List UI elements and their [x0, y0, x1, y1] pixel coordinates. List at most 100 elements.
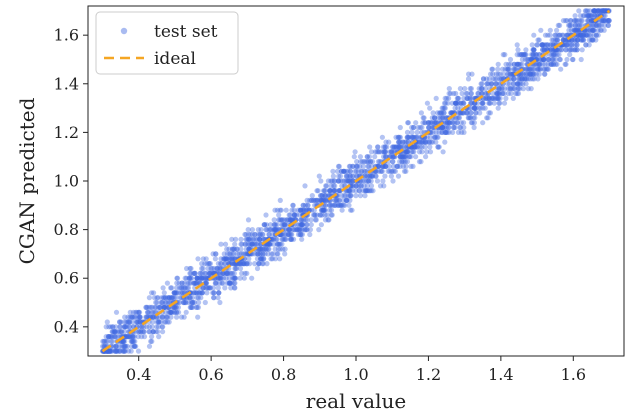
scatter-point — [368, 149, 375, 155]
scatter-point — [162, 295, 168, 301]
scatter-point — [460, 100, 466, 106]
scatter-point — [400, 139, 406, 145]
scatter-point — [598, 22, 605, 28]
scatter-point — [126, 348, 132, 354]
scatter-point — [490, 66, 496, 72]
scatter-point — [460, 110, 466, 116]
scatter-point — [345, 173, 351, 179]
scatter-point — [450, 120, 456, 126]
scatter-point — [137, 309, 143, 315]
scatter-point — [277, 241, 283, 247]
scatter-point — [591, 22, 597, 28]
scatter-point — [383, 149, 389, 155]
scatter-point — [282, 246, 288, 252]
scatter-point — [382, 173, 388, 179]
scatter-point — [120, 338, 127, 344]
scatter-point — [397, 154, 404, 160]
scatter-point — [447, 90, 454, 97]
scatter-point — [229, 236, 235, 242]
scatter-point — [489, 95, 495, 101]
scatter-point — [231, 261, 237, 267]
scatter-point — [223, 256, 229, 262]
scatter-point — [213, 280, 219, 286]
scatter-point — [558, 47, 565, 53]
scatter-point — [272, 256, 278, 262]
scatter-point — [361, 178, 367, 184]
scatter-point — [444, 129, 450, 135]
scatter-point — [338, 202, 344, 208]
scatter-point — [394, 163, 400, 169]
scatter-point — [266, 231, 272, 238]
scatter-point — [260, 231, 266, 238]
scatter-point — [304, 217, 310, 223]
scatter-point — [443, 115, 449, 121]
scatter-point — [122, 348, 128, 354]
scatter-point — [161, 290, 167, 296]
scatter-point — [212, 256, 218, 262]
scatter-point — [359, 178, 365, 184]
scatter-point — [322, 197, 328, 203]
scatter-point — [360, 188, 366, 194]
scatter-point — [464, 90, 470, 97]
scatter-point — [575, 32, 581, 38]
scatter-point — [565, 42, 571, 48]
scatter-point — [193, 304, 199, 310]
scatter-point — [178, 290, 184, 296]
scatter-point — [328, 207, 335, 213]
scatter-point — [343, 173, 349, 179]
scatter-point — [496, 76, 503, 82]
scatter-point — [485, 81, 491, 87]
scatter-point — [331, 178, 337, 184]
scatter-point — [263, 227, 269, 233]
scatter-point — [302, 217, 309, 223]
scatter-point — [550, 52, 556, 58]
scatter-point — [501, 100, 508, 106]
scatter-point — [257, 231, 263, 238]
scatter-point — [127, 314, 133, 320]
scatter-point — [128, 334, 134, 340]
scatter-point — [576, 18, 582, 24]
scatter-point — [520, 71, 526, 77]
scatter-point — [515, 90, 522, 97]
scatter-point — [384, 144, 390, 150]
scatter-point — [479, 81, 485, 87]
scatter-point — [595, 27, 601, 33]
scatter-point — [215, 275, 222, 281]
scatter-point — [397, 163, 403, 169]
scatter-point — [298, 227, 304, 233]
scatter-point — [150, 309, 156, 315]
scatter-point — [525, 76, 531, 82]
scatter-point — [303, 207, 309, 213]
scatter-point — [505, 71, 511, 77]
scatter-point — [491, 95, 497, 101]
scatter-point — [548, 47, 555, 53]
scatter-point — [464, 95, 470, 101]
scatter-point — [512, 66, 519, 72]
scatter-point — [363, 188, 369, 194]
scatter-point — [231, 261, 237, 267]
scatter-point — [440, 105, 446, 111]
scatter-point — [557, 56, 563, 63]
y-tick-label: 1.4 — [54, 74, 79, 93]
scatter-point — [203, 280, 209, 286]
scatter-point — [479, 86, 485, 92]
scatter-point — [517, 81, 523, 87]
scatter-point — [157, 304, 163, 310]
scatter-point — [547, 47, 554, 53]
scatter-point — [290, 202, 296, 208]
scatter-point — [592, 22, 599, 28]
scatter-point — [394, 163, 400, 169]
scatter-point — [116, 348, 122, 354]
scatter-point — [189, 304, 196, 310]
scatter-point — [185, 285, 192, 291]
scatter-point — [319, 197, 325, 203]
scatter-point — [210, 251, 216, 257]
scatter-point — [178, 314, 185, 320]
scatter-point — [191, 280, 197, 286]
scatter-point — [234, 246, 240, 252]
scatter-point — [347, 173, 353, 179]
scatter-point — [135, 319, 141, 325]
scatter-point — [588, 13, 595, 19]
scatter-point — [272, 246, 278, 252]
scatter-point — [416, 149, 423, 155]
